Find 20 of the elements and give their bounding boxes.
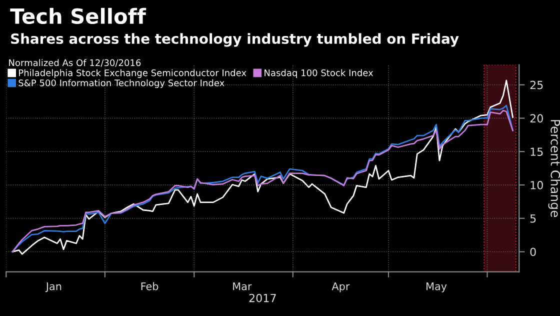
y-tick-label: 20 — [530, 114, 543, 123]
legend-label: S&P 500 Information Technology Sector Index — [18, 79, 224, 88]
legend-label: Philadelphia Stock Exchange Semiconductor Index — [19, 69, 246, 78]
legend-title: Normalized As Of 12/30/2016 — [9, 59, 141, 67]
x-tick-label: May — [426, 282, 447, 292]
x-tick-label: Mar — [233, 282, 252, 290]
y-tick-label: 10 — [530, 180, 543, 190]
chart-subtitle: Shares across the technology industry tumbled on Friday — [11, 33, 459, 47]
x-tick-label: Jan — [45, 282, 62, 292]
y-tick-label: 25 — [530, 80, 543, 90]
line-series — [12, 80, 514, 255]
y-tick-label: 15 — [530, 148, 543, 156]
x-tick-label: Apr — [332, 282, 350, 292]
y-tick-label: 0 — [530, 248, 536, 256]
chart-title: Tech Selloff — [10, 8, 146, 24]
x-axis-title: 2017 — [249, 294, 276, 302]
y-axis-title: Percent Change — [548, 120, 560, 218]
legend-label: Nasdaq 100 Stock Index — [264, 69, 374, 78]
y-tick-label: 5 — [530, 214, 536, 223]
x-tick-label: Feb — [141, 282, 158, 290]
